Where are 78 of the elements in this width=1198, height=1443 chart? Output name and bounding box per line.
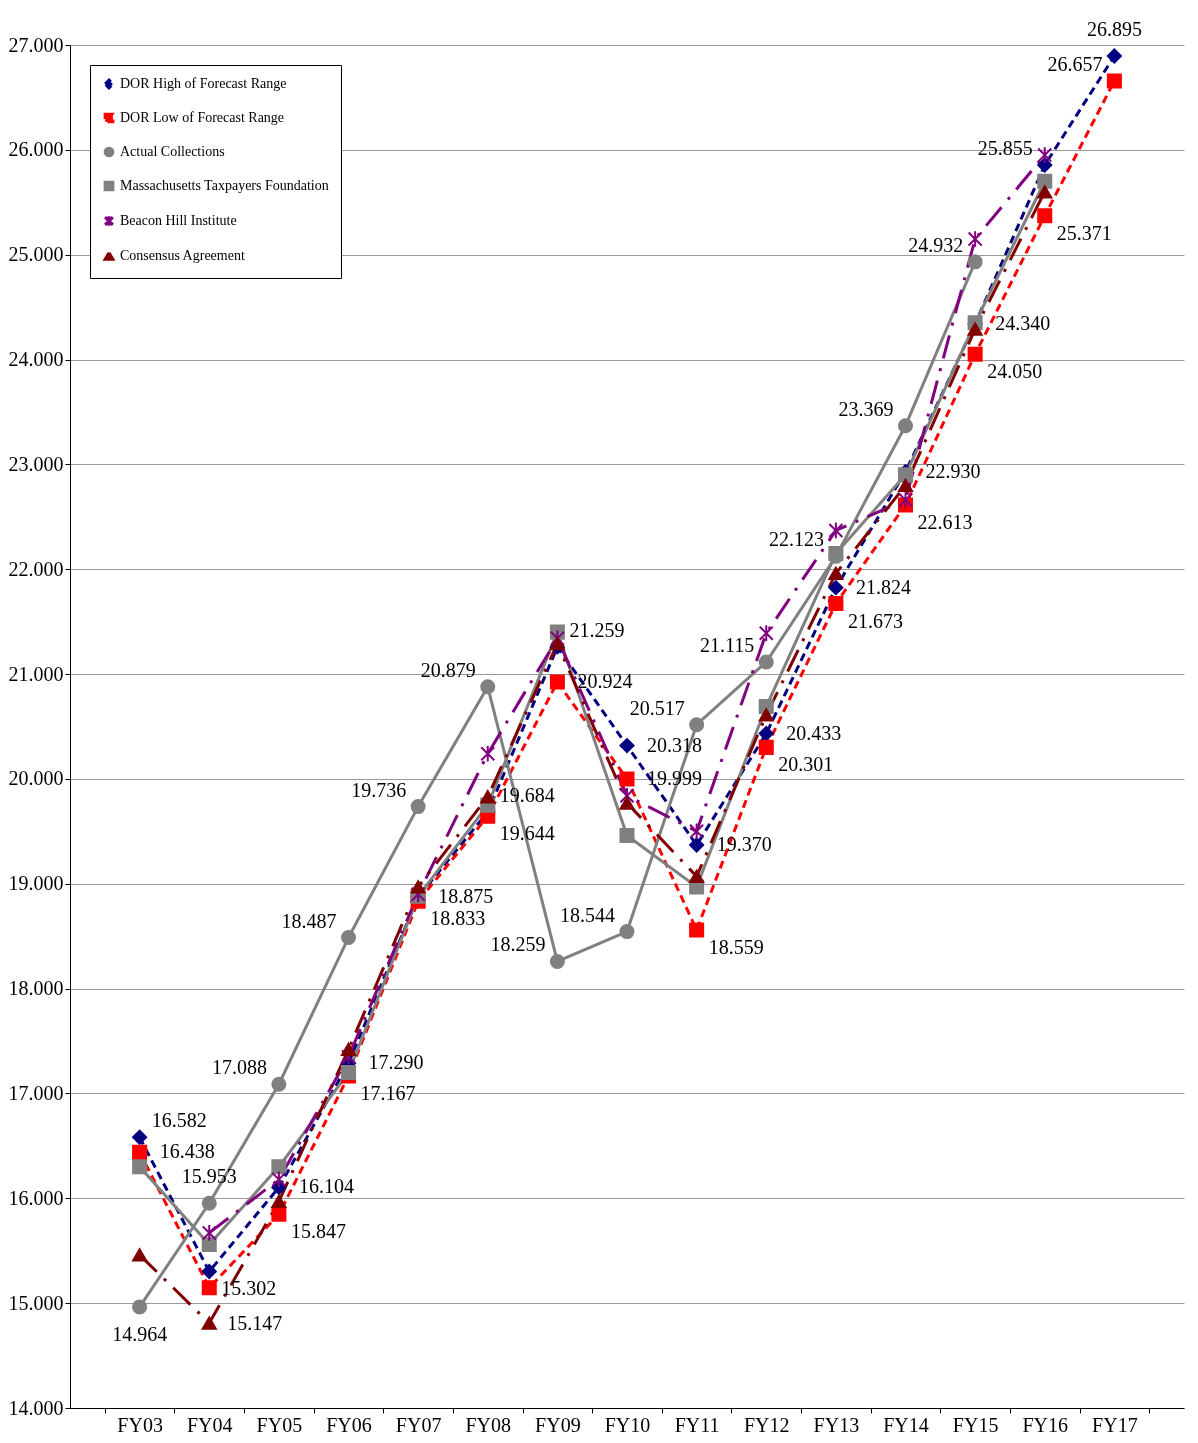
y-tick-label: 18.000 (8, 977, 64, 1000)
data-label: 14.964 (112, 1322, 168, 1345)
x-tick-label: FY06 (326, 1413, 372, 1436)
data-label: 15.147 (227, 1311, 283, 1334)
y-tick-label: 20.000 (8, 767, 64, 790)
data-label: 17.167 (360, 1081, 416, 1104)
x-tick-label: FY08 (465, 1413, 512, 1436)
data-label: 17.088 (211, 1056, 267, 1079)
y-tick-label: 16.000 (8, 1186, 64, 1209)
y-tick-label: 15.000 (8, 1291, 64, 1314)
y-tick-label: 17.000 (8, 1081, 64, 1104)
data-label: 21.115 (699, 634, 755, 657)
x-tick-label: FY14 (883, 1413, 929, 1436)
x-tick-label: FY15 (952, 1413, 999, 1436)
legend-label: DOR High of Forecast Range (120, 76, 287, 91)
data-label: 21.824 (855, 575, 911, 598)
data-label: 15.302 (221, 1277, 277, 1300)
data-label: 26.657 (1047, 52, 1103, 75)
data-label: 20.318 (647, 733, 702, 756)
data-label: 16.438 (159, 1140, 215, 1163)
y-tick-label: 27.000 (8, 33, 64, 56)
y-tick-label: 26.000 (8, 138, 64, 161)
data-label: 25.371 (1056, 221, 1112, 244)
data-label: 18.833 (430, 907, 486, 930)
data-label: 21.673 (847, 609, 903, 632)
x-tick-label: FY04 (186, 1413, 233, 1436)
data-label: 17.290 (368, 1051, 424, 1074)
data-label: 15.847 (290, 1220, 346, 1243)
x-tick-label: FY09 (535, 1413, 581, 1436)
legend-label: Consensus Agreement (120, 248, 245, 263)
x-tick-label: FY16 (1022, 1413, 1069, 1436)
data-label: 19.644 (499, 822, 555, 845)
data-label: 16.582 (151, 1109, 207, 1132)
data-label: 16.104 (298, 1175, 354, 1198)
x-tick-label: FY07 (395, 1413, 442, 1436)
data-label: 22.613 (917, 510, 973, 533)
data-label: 20.879 (420, 658, 476, 681)
data-label: 22.930 (925, 459, 981, 482)
data-label: 18.259 (490, 933, 546, 956)
data-label: 24.340 (995, 311, 1051, 334)
data-label: 20.433 (786, 721, 842, 744)
data-label: 20.924 (577, 670, 633, 693)
x-tick-label: FY05 (256, 1413, 303, 1436)
x-tick-label: FY10 (604, 1413, 651, 1436)
legend-label: Actual Collections (120, 144, 225, 159)
x-tick-label: FY17 (1092, 1413, 1138, 1436)
legend-label: Massachusetts Taxpayers Foundation (120, 178, 329, 193)
y-tick-label: 14.000 (8, 1396, 64, 1419)
legend-label: Beacon Hill Institute (120, 213, 237, 228)
x-tick-label: FY11 (674, 1413, 720, 1436)
data-label: 18.544 (560, 903, 615, 926)
data-label: 19.999 (647, 767, 702, 790)
data-label: 19.370 (716, 832, 772, 855)
y-tick-label: 25.000 (8, 243, 64, 266)
y-tick-label: 24.000 (8, 348, 64, 371)
data-label: 24.932 (908, 233, 964, 256)
data-label: 21.259 (569, 618, 625, 641)
data-label: 22.123 (768, 528, 824, 551)
y-tick-label: 22.000 (8, 557, 64, 580)
data-label: 18.487 (281, 909, 337, 932)
data-label: 18.559 (708, 936, 764, 959)
x-tick-label: FY13 (813, 1413, 860, 1436)
data-label: 24.050 (987, 360, 1043, 383)
data-label: 18.875 (438, 884, 494, 907)
data-label: 15.953 (181, 1165, 237, 1188)
x-tick-label: FY03 (117, 1413, 163, 1436)
data-label: 19.684 (499, 784, 555, 807)
y-tick-label: 19.000 (8, 872, 64, 895)
data-label: 20.517 (629, 696, 685, 719)
data-label: 26.895 (1086, 18, 1142, 41)
y-tick-label: 23.000 (8, 452, 64, 475)
data-label: 20.301 (778, 753, 834, 776)
data-label: 19.736 (351, 778, 407, 801)
data-label: 23.369 (838, 397, 894, 420)
x-tick-label: FY12 (743, 1413, 790, 1436)
y-tick-label: 21.000 (8, 662, 64, 685)
legend-label: DOR Low of Forecast Range (120, 110, 285, 125)
data-label: 25.855 (977, 137, 1033, 160)
